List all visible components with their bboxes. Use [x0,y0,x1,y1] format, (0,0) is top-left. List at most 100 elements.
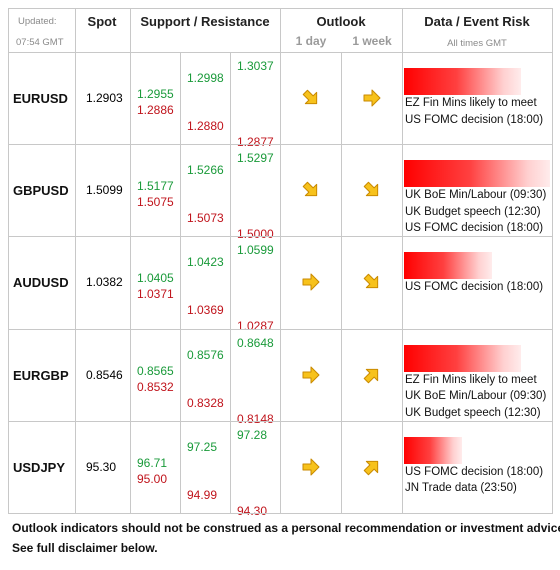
resistance: 96.71 [137,455,168,470]
arrow-shape [302,458,320,476]
resistance: 1.0599 [237,243,274,258]
row-line [8,236,552,238]
event: EZ Fin Mins likely to meet [405,373,537,386]
outlook-arrow [363,181,379,197]
border [8,8,9,513]
updated-label: Updated: [18,16,57,27]
support: 1.5073 [187,211,224,226]
support: 94.30 [237,503,268,518]
pair: AUDUSD [13,275,69,291]
support: 1.0369 [187,303,224,318]
arrow-shape [363,274,379,289]
resistance: 97.28 [237,427,268,442]
resistance: 0.8576 [187,347,224,362]
outlook-arrow [302,273,320,291]
resistance: 1.0423 [187,255,224,270]
spot: 1.0382 [86,275,123,290]
column-line [402,8,403,513]
column-line [180,52,181,513]
event: UK BoE Min/Labour (09:30) [405,189,547,202]
risk-bar [404,252,492,280]
outlook-arrow [302,458,320,476]
event: UK Budget speech (12:30) [405,406,541,419]
resistance: 0.8648 [237,335,274,350]
border [552,8,553,513]
event-header: Data / Event Risk [424,14,530,29]
support: 1.2877 [237,135,274,149]
event: US FOMC decision (18:00) [405,465,544,478]
resistance: 0.8565 [137,363,174,378]
support: 0.8148 [237,411,274,426]
footer-note: Outlook indicators should not be constru… [12,521,560,535]
support: 0.8532 [137,379,174,394]
support: 94.99 [187,487,218,502]
spot: 95.30 [86,459,117,474]
row-line [8,420,552,422]
support: 95.00 [137,471,168,486]
outlook-arrow [363,368,379,383]
event: US FOMC decision (18:00) [405,222,544,235]
row-line [8,328,552,330]
outlook-arrow [302,366,320,384]
one-day-header: 1 day [295,34,327,48]
event: US FOMC decision (18:00) [405,281,544,294]
support: 1.5000 [237,227,274,242]
one-week-header: 1 week [352,34,392,48]
risk-bar [404,160,550,188]
outlook-arrow [302,181,318,197]
support: 1.0287 [237,319,274,334]
support: 1.0371 [137,287,174,302]
pair: EURGBP [13,367,69,383]
pair: EURUSD [13,91,68,106]
times-note: All times GMT [447,38,507,49]
column-line [280,8,281,513]
event: JN Trade data (23:50) [405,482,517,495]
resistance: 97.25 [187,439,218,454]
outlook-arrow [363,460,379,476]
column-line [230,52,231,513]
risk-bar [404,436,463,464]
arrow-shape [363,181,379,197]
spot-header: Spot [87,14,117,29]
risk-bar [404,344,521,372]
pair: GBPUSD [13,183,69,199]
arrow-shape [302,366,320,384]
support: 0.8328 [187,395,224,410]
arrow-shape [363,368,379,383]
event: EZ Fin Mins likely to meet [405,97,537,109]
column-line [75,8,76,513]
arrow-shape [302,89,318,105]
outlook-arrow [363,274,379,289]
outlook-arrow [363,89,381,107]
risk-bar [404,68,521,95]
support: 1.5075 [137,195,174,210]
arrow-shape [363,460,379,476]
pair: USDJPY [13,459,66,475]
row-line [8,52,552,53]
spot: 0.8546 [86,367,123,382]
resistance: 1.5266 [187,163,224,178]
resistance: 1.2998 [187,71,224,85]
footer-note: See full disclaimer below. [12,541,158,555]
updated-time: 07:54 GMT [16,37,64,48]
resistance: 1.5297 [237,151,274,166]
column-line [130,8,131,513]
event: UK Budget speech (12:30) [405,205,541,218]
sr-header: Support / Resistance [140,14,270,29]
column-line [341,52,342,513]
resistance: 1.2955 [137,87,174,101]
arrow-shape [302,273,320,291]
spot: 1.2903 [86,91,123,105]
row-line [8,513,553,514]
arrow-shape [363,89,381,107]
support: 1.2886 [137,103,174,117]
resistance: 1.5177 [137,179,174,194]
row-line [8,144,552,146]
spot: 1.5099 [86,183,123,198]
resistance: 1.0405 [137,271,174,286]
arrow-shape [302,181,318,197]
outlook-arrow [302,89,318,105]
outlook-header: Outlook [316,14,366,29]
resistance: 1.3037 [237,59,274,73]
